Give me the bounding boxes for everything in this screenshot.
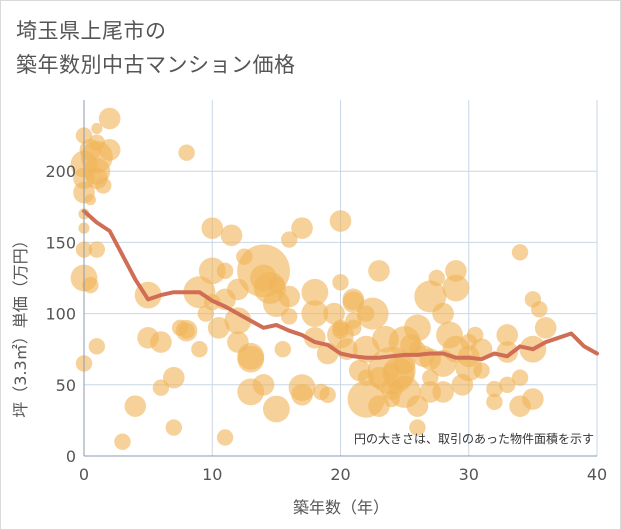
data-bubble (281, 231, 298, 248)
data-bubble (496, 324, 519, 346)
data-bubble (216, 429, 234, 446)
y-tick-label: 100 (45, 305, 76, 324)
bubble-layer (70, 107, 557, 450)
data-bubble (216, 262, 234, 280)
data-bubble (301, 300, 329, 327)
x-tick-label: 10 (202, 465, 222, 484)
data-bubble (371, 325, 399, 353)
data-bubble (165, 419, 182, 436)
y-axis-title: 坪（3.3㎡）単価（万円） (11, 232, 30, 417)
data-bubble (227, 278, 249, 301)
data-bubble (383, 362, 400, 379)
chart-title: 埼玉県上尾市の 築年数別中古マンション価格 (16, 14, 576, 82)
data-bubble (207, 317, 230, 339)
data-bubble (278, 285, 301, 308)
chart-title-line2: 築年数別中古マンション価格 (16, 53, 296, 77)
data-bubble (319, 386, 336, 403)
data-bubble (98, 107, 121, 130)
data-bubble (486, 393, 503, 411)
data-bubble (473, 362, 490, 379)
data-bubble (191, 341, 208, 358)
data-bubble (460, 333, 477, 351)
data-bubble (201, 217, 224, 239)
data-bubble (329, 210, 352, 232)
data-bubble (409, 419, 426, 436)
chart-title-line1: 埼玉県上尾市の (16, 19, 167, 43)
data-bubble (274, 341, 291, 358)
data-bubble (227, 331, 249, 353)
data-bubble (451, 374, 474, 396)
data-bubble (82, 276, 99, 294)
data-bubble (88, 338, 106, 355)
data-bubble (406, 395, 429, 417)
data-bubble (88, 134, 106, 151)
trend-line-layer (82, 209, 599, 362)
axes-layer: 0 10 20 30 40 0 50 100 150 200 (45, 100, 607, 484)
data-bubble (301, 278, 329, 306)
size-note: 円の大きさは、取引のあった物件面積を示す (354, 431, 594, 446)
data-bubble (368, 260, 390, 282)
x-axis-title: 築年数（年） (293, 498, 389, 517)
x-tick-label: 20 (330, 465, 350, 484)
data-bubble (91, 122, 103, 135)
data-bubble (342, 291, 365, 314)
data-bubble (178, 144, 195, 161)
y-tick-label: 150 (45, 233, 76, 252)
data-bubble (357, 305, 375, 322)
data-bubble (88, 241, 106, 258)
data-bubble (534, 317, 557, 339)
data-bubble (291, 217, 313, 239)
data-bubble (84, 194, 97, 206)
data-bubble (252, 374, 275, 396)
data-bubble (428, 269, 445, 287)
data-bubble (383, 390, 400, 408)
data-bubble (236, 248, 253, 265)
data-bubble (178, 322, 195, 339)
data-bubble (162, 366, 185, 389)
data-bubble (442, 274, 470, 302)
average-price-line (82, 209, 599, 362)
data-bubble (445, 260, 467, 282)
y-tick-label: 200 (45, 162, 76, 181)
data-bubble (95, 177, 112, 194)
data-bubble (220, 224, 243, 247)
y-tick-label: 50 (56, 376, 76, 395)
data-bubble (522, 388, 544, 410)
y-tick-label: 0 (66, 447, 76, 466)
data-bubble (332, 274, 349, 291)
data-bubble (486, 380, 503, 398)
data-bubble (268, 276, 285, 294)
data-bubble (345, 319, 362, 337)
data-bubble (419, 381, 442, 403)
data-bubble (124, 395, 147, 417)
data-bubble (150, 331, 172, 353)
data-bubble (224, 307, 252, 335)
x-tick-label: 40 (587, 465, 607, 484)
data-bubble (281, 308, 298, 325)
data-bubble (198, 257, 226, 285)
x-tick-label: 0 (79, 465, 89, 484)
data-bubble (422, 369, 439, 386)
data-bubble (357, 369, 375, 386)
data-bubble (291, 383, 313, 406)
data-bubble (499, 376, 516, 393)
data-bubble (496, 341, 519, 363)
data-bubble (511, 369, 529, 386)
data-bubble (152, 379, 170, 396)
data-bubble (114, 433, 131, 450)
data-bubble (332, 322, 349, 339)
data-bubble (262, 395, 290, 423)
data-bubble (432, 302, 454, 325)
data-bubble (323, 302, 345, 325)
data-bubble (511, 244, 529, 261)
x-tick-label: 30 (459, 465, 479, 484)
data-bubble (531, 301, 548, 318)
